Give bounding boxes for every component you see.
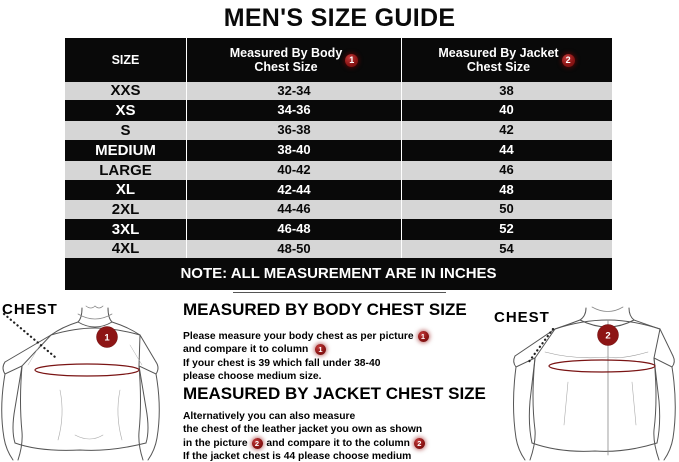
svg-text:1: 1: [104, 333, 110, 344]
svg-text:2: 2: [605, 331, 610, 342]
